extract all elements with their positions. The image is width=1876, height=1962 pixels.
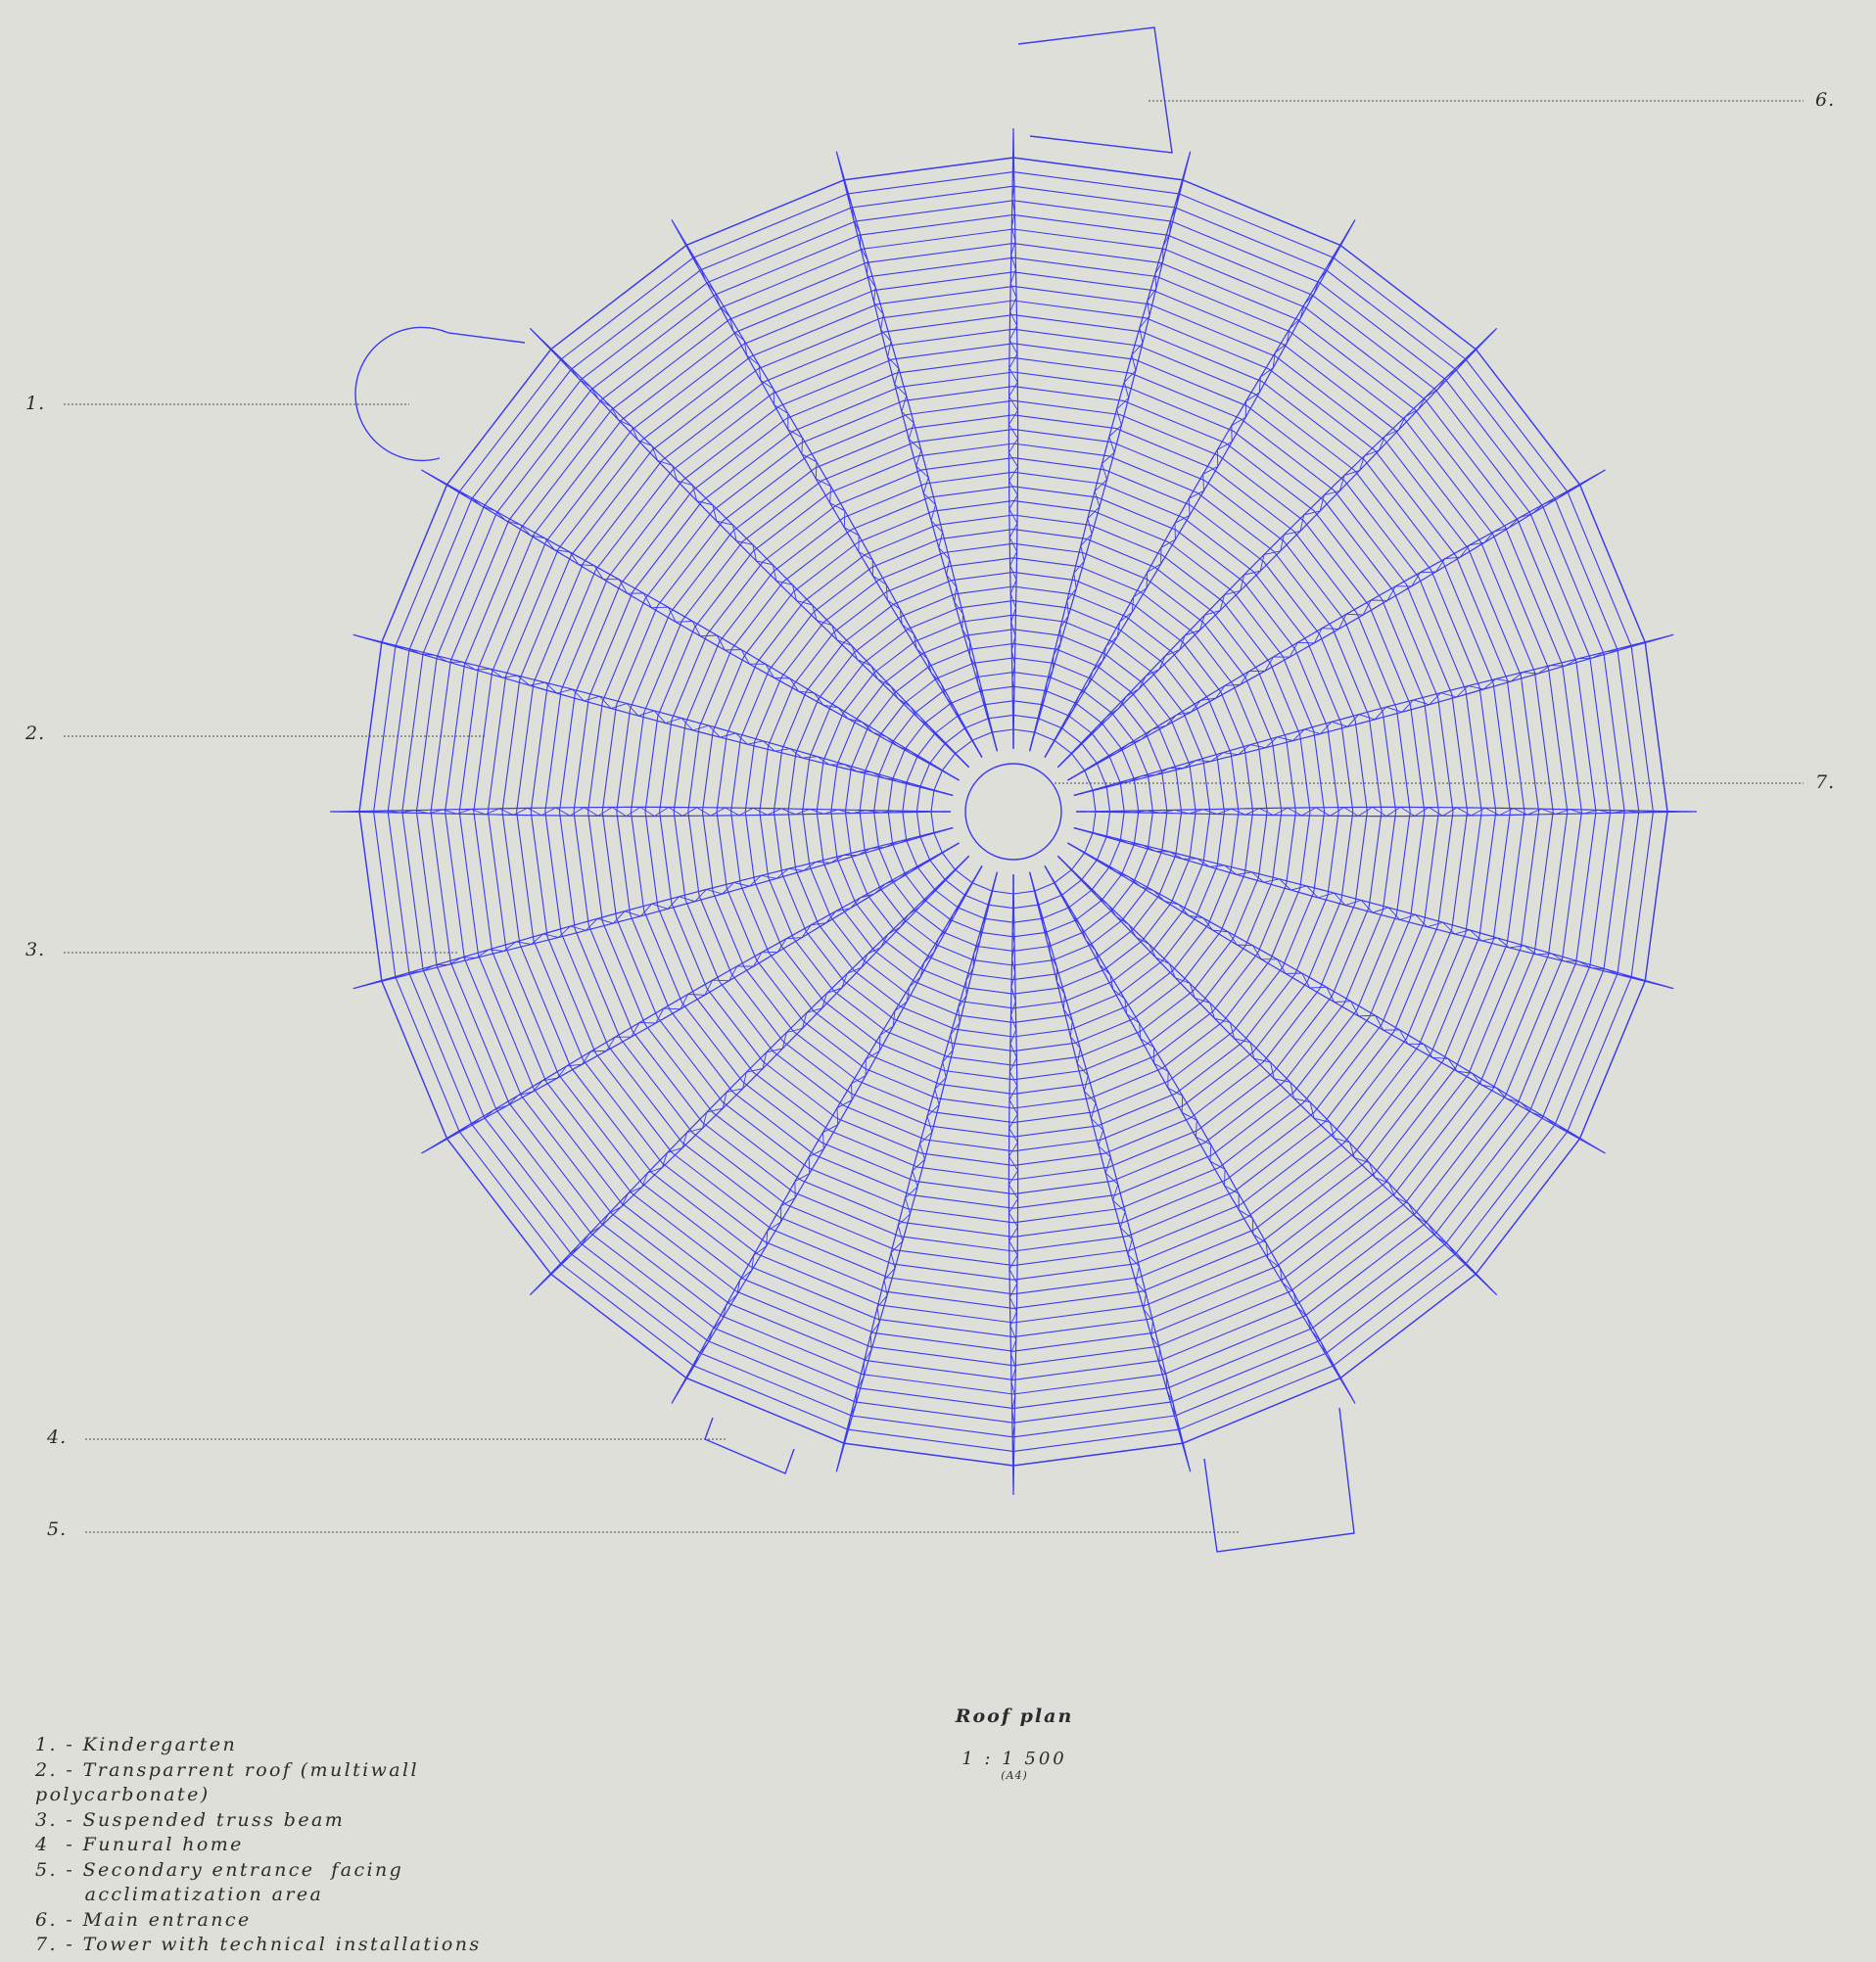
truss-anchor	[1073, 792, 1084, 797]
callout-leader-lines	[64, 100, 1804, 1533]
truss-web	[421, 842, 960, 1154]
legend-item: 4 - Funural home	[35, 1834, 244, 1855]
title-block: Roof plan 1 : 1 500 (A4)	[916, 1705, 1112, 1782]
truss-anchor	[1056, 855, 1065, 864]
secondary-entrance	[1203, 1407, 1355, 1553]
legend-item: acclimatization area	[35, 1884, 324, 1905]
truss-anchor	[943, 826, 954, 831]
truss-web	[1029, 151, 1192, 752]
funeral-home	[704, 1417, 795, 1474]
annex-buildings	[354, 26, 1355, 1553]
legend-item: 1. - Kindergarten	[35, 1734, 238, 1755]
callout-4: 4.	[47, 1426, 68, 1448]
callout-2: 2.	[25, 723, 46, 744]
truss-web	[835, 151, 998, 752]
truss-anchor	[1044, 865, 1051, 875]
truss-anchor	[950, 842, 960, 849]
drawing-title: Roof plan	[955, 1705, 1074, 1727]
legend-item: 6. - Main entrance	[35, 1908, 252, 1931]
truss-anchor	[961, 760, 970, 769]
legend-item: 5. - Secondary entrance facing	[35, 1858, 404, 1881]
truss-web	[1056, 855, 1497, 1295]
drawing-scale: 1 : 1 500	[961, 1749, 1067, 1769]
truss-web	[1075, 806, 1698, 818]
main-entrance	[1017, 26, 1173, 154]
truss-web	[530, 328, 970, 769]
truss-web	[1044, 219, 1356, 758]
truss-anchor	[1056, 760, 1065, 769]
legend-item: polycarbonate)	[35, 1784, 211, 1805]
legend-item: 3. - Suspended truss beam	[35, 1808, 346, 1831]
truss-anchor	[1028, 741, 1033, 752]
truss-anchor	[950, 774, 960, 781]
truss-web	[421, 469, 960, 781]
truss-web	[352, 827, 954, 990]
callout-3: 3.	[25, 939, 46, 960]
truss-web	[329, 806, 952, 818]
truss-anchor	[976, 865, 983, 875]
purlin-lines	[358, 157, 1668, 1467]
callout-1: 1.	[25, 393, 46, 414]
truss-anchor	[943, 792, 954, 797]
truss-anchor	[1073, 826, 1084, 831]
truss-web	[835, 871, 998, 1472]
truss-web	[1044, 865, 1356, 1404]
truss-anchor	[976, 748, 983, 758]
technical-tower	[964, 763, 1062, 861]
truss-web	[1067, 469, 1606, 781]
callout-7: 7.	[1815, 771, 1836, 793]
truss-beams	[329, 127, 1698, 1496]
callout-5: 5.	[47, 1518, 68, 1540]
truss-web	[1029, 871, 1192, 1472]
legend: 1. - Kindergarten 2. - Transparrent roof…	[35, 1733, 486, 1958]
circular-roof	[329, 127, 1698, 1496]
truss-web	[1073, 827, 1674, 990]
truss-web	[530, 855, 970, 1295]
truss-web	[1008, 127, 1019, 750]
truss-anchor	[961, 855, 970, 864]
truss-web	[1067, 842, 1606, 1154]
truss-web	[1056, 328, 1497, 769]
truss-web	[671, 219, 983, 758]
truss-web	[1008, 873, 1019, 1496]
roof-purlins	[358, 157, 1668, 1467]
callout-6: 6.	[1815, 89, 1836, 111]
truss-web	[671, 865, 983, 1404]
truss-anchor	[1067, 774, 1077, 781]
truss-anchor	[1028, 871, 1033, 882]
truss-anchor	[994, 871, 999, 882]
truss-web	[352, 633, 954, 796]
truss-anchor	[1067, 842, 1077, 849]
kindergarten	[354, 326, 526, 462]
legend-item: 7. - Tower with technical installations	[35, 1934, 482, 1955]
truss-anchor	[994, 741, 999, 752]
legend-item: 2. - Transparrent roof (multiwall	[35, 1758, 419, 1781]
truss-anchor	[1044, 748, 1051, 758]
truss-web	[1073, 633, 1674, 796]
drawing-format: (A4)	[1001, 1769, 1028, 1782]
